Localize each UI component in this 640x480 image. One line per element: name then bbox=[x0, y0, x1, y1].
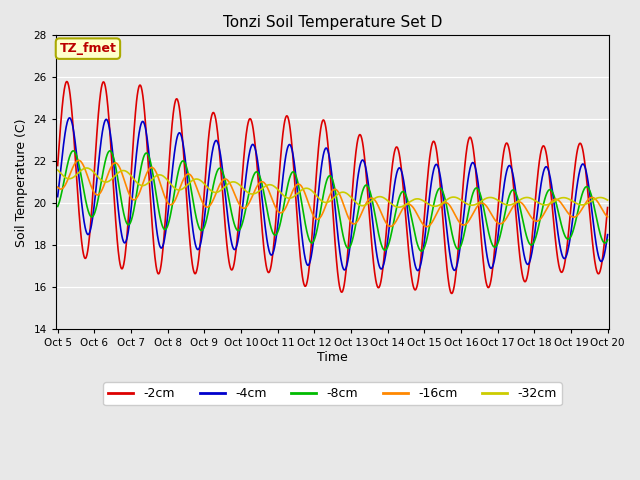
-32cm bbox=[367, 198, 375, 204]
-32cm bbox=[299, 187, 307, 192]
-2cm bbox=[119, 264, 127, 270]
-8cm bbox=[97, 185, 104, 191]
-4cm bbox=[367, 203, 375, 209]
Title: Tonzi Soil Temperature Set D: Tonzi Soil Temperature Set D bbox=[223, 15, 442, 30]
-4cm bbox=[287, 144, 295, 150]
-2cm bbox=[367, 232, 375, 238]
-16cm bbox=[367, 195, 375, 201]
-4cm bbox=[414, 268, 422, 274]
-2cm bbox=[63, 79, 70, 84]
Y-axis label: Soil Temperature (C): Soil Temperature (C) bbox=[15, 118, 28, 247]
-2cm bbox=[448, 290, 456, 296]
-8cm bbox=[287, 171, 295, 177]
-8cm bbox=[308, 240, 316, 245]
-8cm bbox=[299, 206, 307, 212]
-4cm bbox=[308, 245, 316, 251]
-32cm bbox=[308, 189, 316, 194]
-4cm bbox=[97, 142, 104, 148]
-32cm bbox=[287, 195, 295, 201]
Line: -8cm: -8cm bbox=[58, 151, 607, 251]
Line: -32cm: -32cm bbox=[58, 168, 607, 207]
-8cm bbox=[119, 207, 127, 213]
-2cm bbox=[97, 90, 104, 96]
-16cm bbox=[604, 214, 611, 220]
-8cm bbox=[367, 192, 375, 198]
-4cm bbox=[604, 232, 611, 238]
Line: -16cm: -16cm bbox=[58, 160, 607, 227]
-4cm bbox=[119, 237, 127, 243]
-16cm bbox=[287, 192, 295, 197]
X-axis label: Time: Time bbox=[317, 351, 348, 364]
-4cm bbox=[65, 115, 73, 121]
-2cm bbox=[604, 204, 611, 210]
-32cm bbox=[97, 177, 104, 182]
-32cm bbox=[119, 168, 127, 173]
-16cm bbox=[75, 157, 83, 163]
-16cm bbox=[97, 190, 104, 195]
-2cm bbox=[308, 224, 316, 230]
-2cm bbox=[299, 276, 307, 281]
Text: TZ_fmet: TZ_fmet bbox=[60, 42, 116, 55]
-2cm bbox=[287, 137, 295, 143]
-8cm bbox=[106, 148, 113, 154]
Legend: -2cm, -4cm, -8cm, -16cm, -32cm: -2cm, -4cm, -8cm, -16cm, -32cm bbox=[104, 383, 562, 406]
Line: -2cm: -2cm bbox=[58, 82, 607, 293]
-16cm bbox=[299, 185, 307, 191]
-32cm bbox=[604, 197, 611, 203]
-8cm bbox=[604, 237, 611, 243]
-2cm bbox=[54, 163, 61, 168]
-16cm bbox=[308, 211, 316, 217]
-8cm bbox=[418, 248, 426, 254]
-16cm bbox=[423, 224, 431, 229]
-4cm bbox=[54, 194, 61, 200]
-8cm bbox=[54, 204, 61, 209]
-16cm bbox=[54, 184, 61, 190]
-4cm bbox=[299, 240, 307, 245]
-16cm bbox=[119, 173, 127, 179]
-32cm bbox=[54, 167, 61, 173]
-32cm bbox=[83, 165, 90, 171]
Line: -4cm: -4cm bbox=[58, 118, 607, 271]
-32cm bbox=[395, 204, 403, 210]
